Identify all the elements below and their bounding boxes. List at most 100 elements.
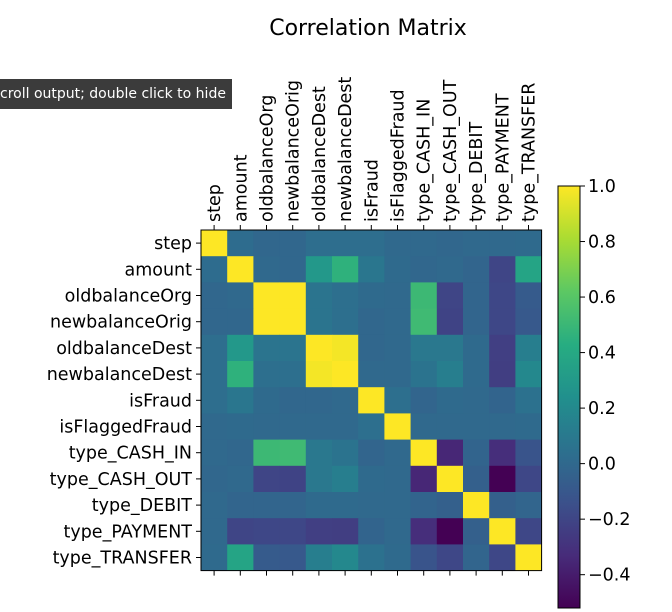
heatmap-cell-0-8 <box>410 230 438 257</box>
heatmap-cell-4-0 <box>201 334 228 362</box>
colorbar-tick-label: −0.2 <box>588 510 631 530</box>
heatmap-cell-0-6 <box>358 230 385 257</box>
heatmap-cell-11-0 <box>201 518 228 545</box>
heatmap-cell-11-8 <box>410 518 438 545</box>
heatmap-cell-1-5 <box>332 256 359 283</box>
heatmap-cell-4-3 <box>279 334 307 362</box>
heatmap-cell-8-12 <box>515 439 542 467</box>
heatmap-cell-1-11 <box>489 256 516 283</box>
heatmap-cell-8-6 <box>358 439 385 467</box>
heatmap-cell-11-6 <box>358 518 385 545</box>
heatmap-cell-2-2 <box>253 282 280 309</box>
heatmap-cell-12-8 <box>410 544 438 571</box>
heatmap-cell-10-2 <box>253 492 280 519</box>
x-tick-label: type_PAYMENT <box>493 93 513 222</box>
heatmap-cell-6-5 <box>332 387 359 414</box>
heatmap-cell-9-8 <box>410 465 438 493</box>
x-tick-label: amount <box>231 154 251 222</box>
heatmap-cell-11-2 <box>253 518 280 545</box>
heatmap-cell-12-12 <box>515 544 542 571</box>
x-tick-label: newbalanceDest <box>336 77 356 222</box>
heatmap-cell-5-4 <box>305 361 333 388</box>
heatmap-cell-7-3 <box>279 413 307 440</box>
heatmap-cell-4-7 <box>384 334 411 362</box>
heatmap-cell-3-1 <box>227 308 254 336</box>
heatmap-cell-12-11 <box>489 544 516 571</box>
heatmap-cell-0-2 <box>253 230 280 257</box>
heatmap-cell-2-6 <box>358 282 385 309</box>
heatmap-cell-1-10 <box>463 256 490 283</box>
heatmap-cell-10-9 <box>436 492 464 519</box>
heatmap-cell-10-6 <box>358 492 385 519</box>
heatmap-cell-7-2 <box>253 413 280 440</box>
y-tick-label: amount <box>124 260 192 280</box>
heatmap-cell-4-11 <box>489 334 516 362</box>
heatmap-cell-6-10 <box>463 387 490 414</box>
heatmap-cell-10-1 <box>227 492 254 519</box>
x-tick-label: newbalanceOrig <box>284 80 304 222</box>
heatmap-cell-10-7 <box>384 492 411 519</box>
heatmap-cell-8-3 <box>279 439 307 467</box>
heatmap-cell-4-2 <box>253 334 280 362</box>
heatmap-cell-4-12 <box>515 334 542 362</box>
heatmap-cell-5-9 <box>436 361 464 388</box>
heatmap-cell-10-10 <box>463 492 490 519</box>
x-tick-label: isFlaggedFraud <box>389 89 409 222</box>
heatmap-cell-5-1 <box>227 361 254 388</box>
heatmap-cell-2-4 <box>305 282 333 309</box>
heatmap-cell-8-8 <box>410 439 438 467</box>
x-tick-label: type_TRANSFER <box>520 83 540 222</box>
heatmap-cell-3-9 <box>436 308 464 336</box>
heatmap-cell-5-10 <box>463 361 490 388</box>
heatmap-cell-12-0 <box>201 544 228 571</box>
x-tick-label: oldbalanceDest <box>310 86 330 222</box>
heatmap-cell-5-6 <box>358 361 385 388</box>
heatmap-cell-10-11 <box>489 492 516 519</box>
heatmap-cell-3-7 <box>384 308 411 336</box>
heatmap-cell-4-8 <box>410 334 438 362</box>
heatmap-axes: step step amount amount oldbalanceOrg oldbala… <box>47 77 543 576</box>
heatmap-cell-6-2 <box>253 387 280 414</box>
heatmap-cell-2-9 <box>436 282 464 309</box>
heatmap-cell-7-5 <box>332 413 359 440</box>
heatmap-cell-5-7 <box>384 361 411 388</box>
heatmap-cell-0-5 <box>332 230 359 257</box>
x-tick-label: type_CASH_IN <box>415 99 435 222</box>
heatmap-cell-4-5 <box>332 334 359 362</box>
heatmap-cell-12-7 <box>384 544 411 571</box>
heatmap-cell-2-3 <box>279 282 307 309</box>
heatmap-cell-3-6 <box>358 308 385 336</box>
chart-title: Correlation Matrix <box>269 16 467 41</box>
y-tick-label: type_DEBIT <box>92 496 193 516</box>
heatmap-cell-1-12 <box>515 256 542 283</box>
heatmap-cell-2-8 <box>410 282 438 309</box>
heatmap-cell-6-4 <box>305 387 333 414</box>
heatmap-cell-4-6 <box>358 334 385 362</box>
heatmap-cell-9-7 <box>384 465 411 493</box>
heatmap-cell-10-0 <box>201 492 228 519</box>
heatmap-cell-1-2 <box>253 256 280 283</box>
heatmap-cell-11-3 <box>279 518 307 545</box>
heatmap-cell-8-10 <box>463 439 490 467</box>
heatmap-cell-1-4 <box>305 256 333 283</box>
heatmap-cell-2-5 <box>332 282 359 309</box>
heatmap-cell-0-0 <box>201 230 228 257</box>
heatmap-cell-7-4 <box>305 413 333 440</box>
y-tick-label: newbalanceDest <box>47 365 192 385</box>
output-scroll-tooltip[interactable]: croll output; double click to hide <box>0 79 232 109</box>
heatmap-cell-10-3 <box>279 492 307 519</box>
heatmap-cell-1-0 <box>201 256 228 283</box>
heatmap-cell-8-9 <box>436 439 464 467</box>
heatmap-cell-3-2 <box>253 308 280 336</box>
heatmap-cell-2-0 <box>201 282 228 309</box>
heatmap-cell-6-6 <box>358 387 385 414</box>
heatmap-cell-6-0 <box>201 387 228 414</box>
heatmap-cell-8-4 <box>305 439 333 467</box>
heatmap-cell-6-11 <box>489 387 516 414</box>
heatmap-cell-3-11 <box>489 308 516 336</box>
heatmap-cell-5-8 <box>410 361 438 388</box>
heatmap-cell-2-11 <box>489 282 516 309</box>
heatmap-cell-6-12 <box>515 387 542 414</box>
colorbar-tick-label: −0.4 <box>588 566 631 586</box>
heatmap-cell-1-7 <box>384 256 411 283</box>
